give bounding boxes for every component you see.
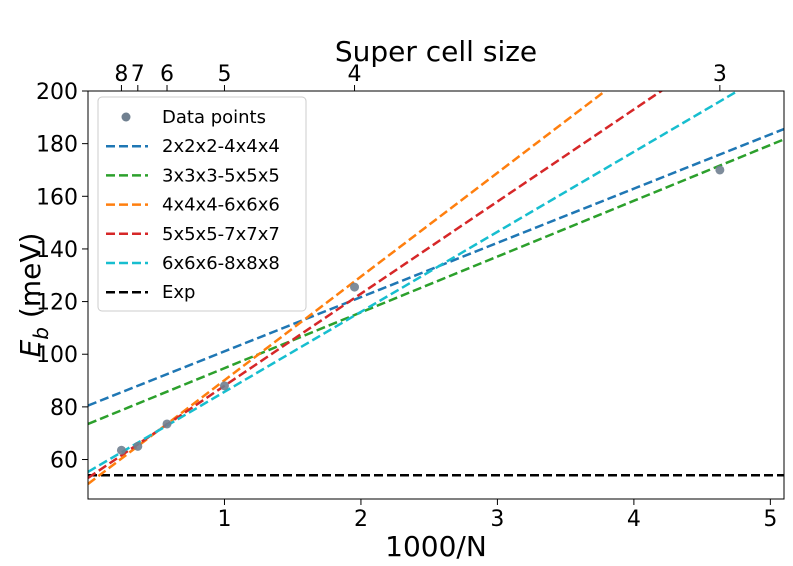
series-line-2x2x2-4x4x4	[88, 127, 784, 407]
legend-box	[97, 96, 307, 312]
data-point-6	[715, 165, 725, 175]
x-tick-label: 2	[354, 507, 368, 532]
series-line-6x6x6-8x8x8	[88, 91, 741, 473]
x-tick-label: 5	[763, 507, 777, 532]
data-point-1	[116, 445, 126, 455]
y-axis-title-main: E	[14, 339, 47, 357]
legend: Data points 2x2x2-4x4x4 3x3x3-5x5x5 4x4x4-6…	[97, 96, 307, 312]
plot-frame	[87, 90, 785, 500]
x-tick-label: 4	[627, 507, 641, 532]
series-line-5x5x5-7x7x7	[88, 91, 664, 479]
y-tick-label: 180	[36, 133, 78, 158]
series-line-3x3x3-5x5x5	[88, 138, 784, 426]
legend-label-2x2x2-4x4x4: 2x2x2-4x4x4	[162, 136, 280, 157]
data-point-2	[133, 441, 143, 451]
data-point-4	[219, 381, 229, 391]
legend-label-exp: Exp	[162, 282, 195, 303]
top-tick-label: 5	[217, 62, 231, 87]
x-tick-label: 3	[490, 507, 504, 532]
series-lines	[88, 91, 784, 485]
y-axis-title-unit: (meV)	[14, 233, 47, 327]
x-axis-title: 1000/N	[385, 530, 487, 563]
x-tick-label: 1	[217, 507, 231, 532]
y-tick-label: 160	[36, 185, 78, 210]
y-tick-label: 200	[36, 80, 78, 105]
legend-label-6x6x6-8x8x8: 6x6x6-8x8x8	[162, 253, 280, 274]
y-tick-label: 60	[50, 449, 78, 474]
y-tick-label: 140	[36, 238, 78, 263]
data-point-3	[162, 419, 172, 429]
y-tick-label: 120	[36, 291, 78, 316]
y-axis-title-sub: b	[29, 327, 53, 340]
top-tick-label: 8	[114, 62, 128, 87]
y-tick-label: 100	[36, 343, 78, 368]
top-tick-label: 6	[160, 62, 174, 87]
y-axis-ticks: 60 80 100 120 140 160 180 200	[36, 80, 88, 474]
x-axis-ticks: 1 2 3 4 5	[217, 499, 777, 532]
legend-label-5x5x5-7x7x7: 5x5x5-7x7x7	[162, 224, 280, 245]
legend-label-data-points: Data points	[162, 107, 266, 128]
data-points	[116, 165, 725, 455]
top-tick-label: 3	[713, 62, 727, 87]
legend-label-4x4x4-6x6x6: 4x4x4-6x6x6	[162, 195, 280, 216]
legend-label-3x3x3-5x5x5: 3x3x3-5x5x5	[162, 165, 280, 186]
y-axis-title: Eb (meV)	[14, 233, 53, 358]
legend-marker-data-points	[121, 112, 131, 122]
series-line-4x4x4-6x6x6	[88, 91, 608, 485]
top-tick-label: 4	[348, 62, 362, 87]
y-tick-label: 80	[50, 396, 78, 421]
data-point-5	[350, 282, 360, 292]
top-axis-title: Super cell size	[335, 35, 537, 68]
top-tick-label: 7	[131, 62, 145, 87]
